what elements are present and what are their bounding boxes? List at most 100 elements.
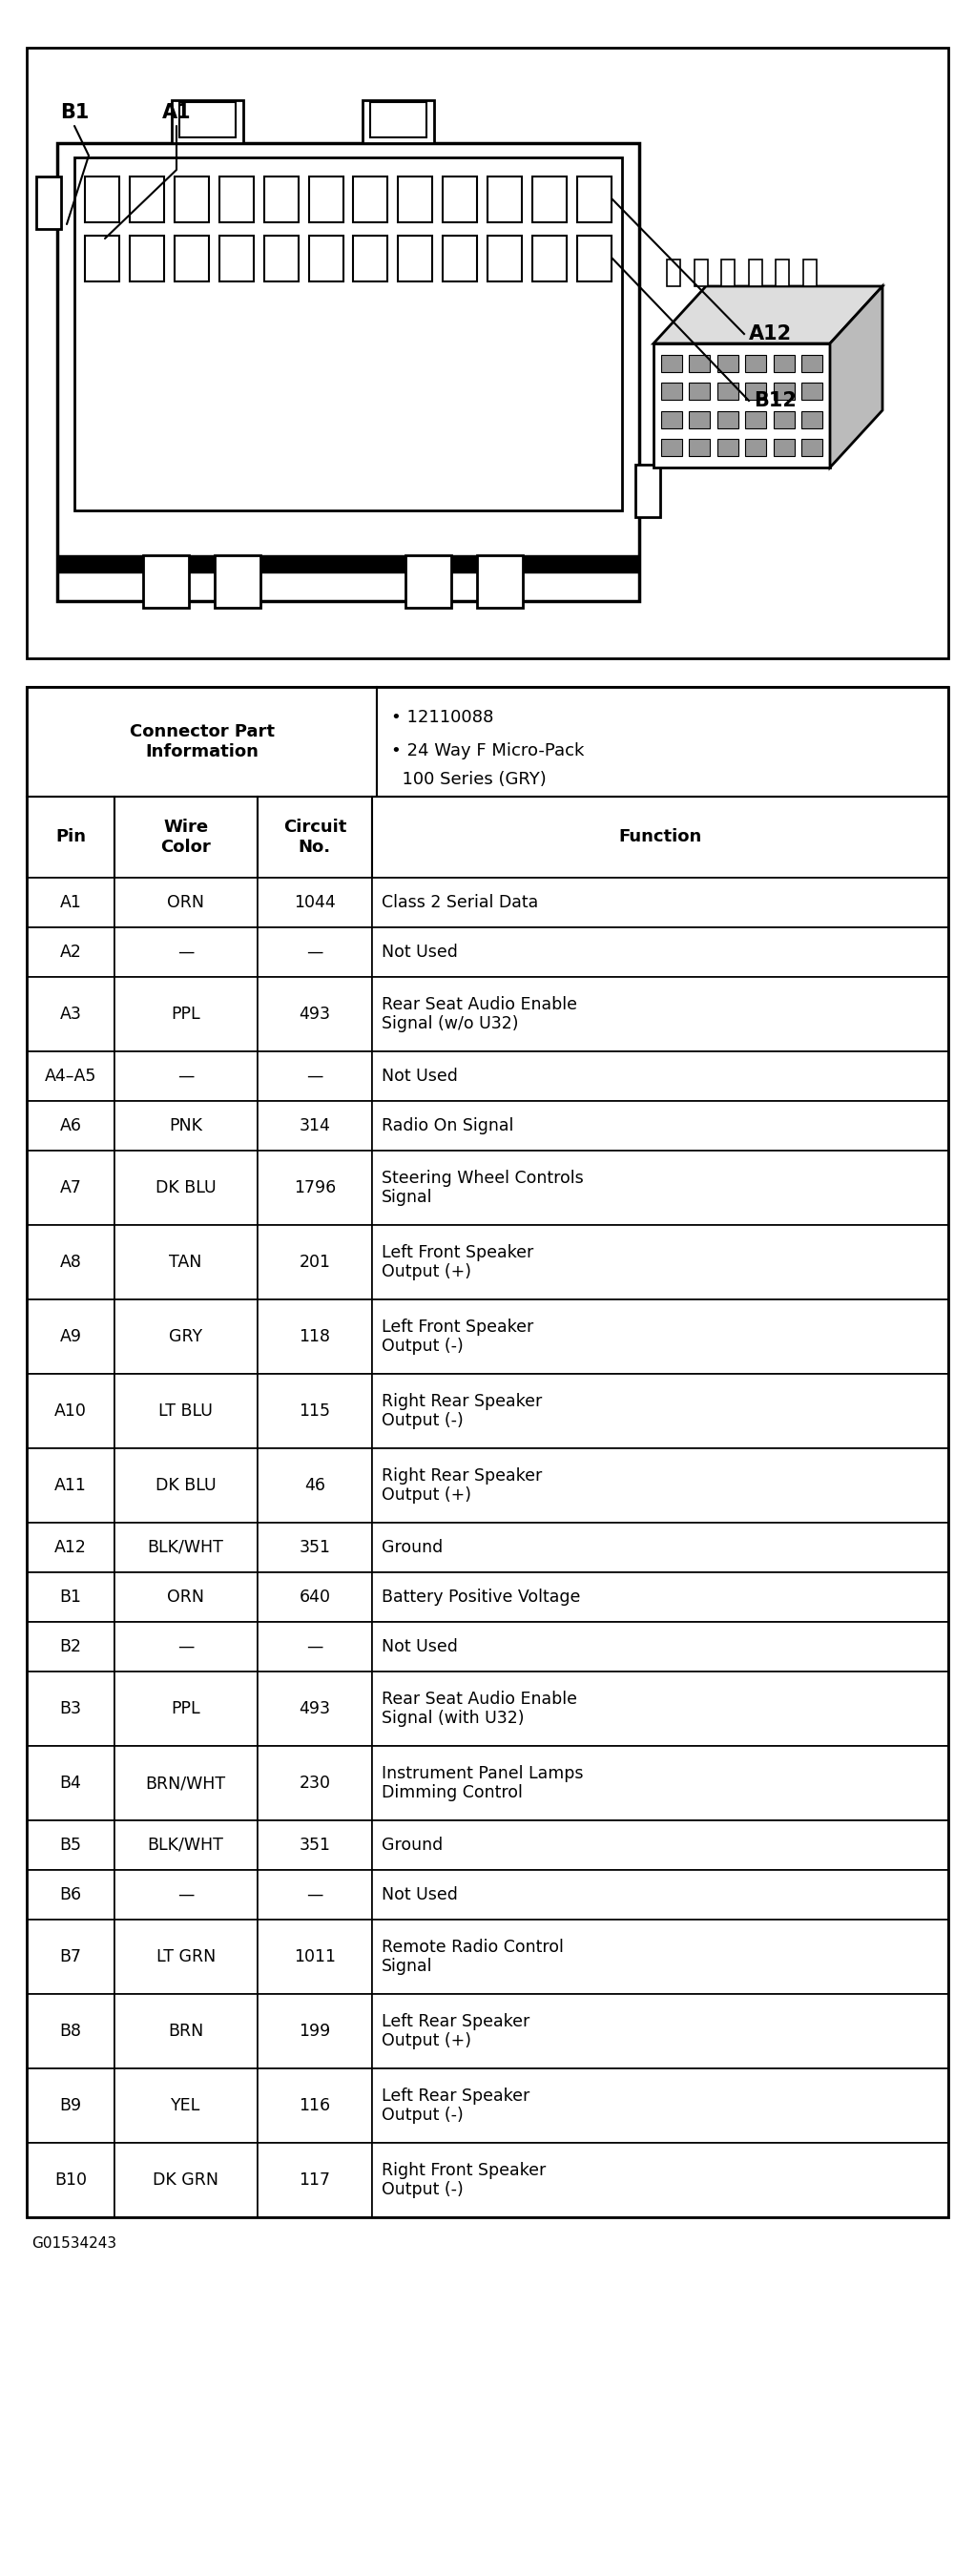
- Bar: [477, 556, 523, 608]
- Bar: [26, 688, 377, 796]
- Bar: [257, 796, 372, 878]
- Text: ORN: ORN: [167, 1589, 205, 1605]
- Bar: [372, 1373, 949, 1448]
- Bar: [257, 927, 372, 976]
- Text: Left Rear Speaker
Output (-): Left Rear Speaker Output (-): [382, 2087, 530, 2125]
- Bar: [143, 556, 189, 608]
- Bar: [257, 1672, 372, 1747]
- Polygon shape: [830, 286, 882, 466]
- Bar: [694, 260, 708, 286]
- Text: A1: A1: [59, 894, 81, 912]
- Bar: [372, 1747, 949, 1821]
- Bar: [257, 1919, 372, 1994]
- Text: B8: B8: [59, 2022, 82, 2040]
- Text: 1796: 1796: [293, 1180, 335, 1195]
- Bar: [114, 1522, 257, 1571]
- Text: B7: B7: [59, 1947, 82, 1965]
- Text: Not Used: Not Used: [382, 1066, 458, 1084]
- Bar: [372, 927, 949, 976]
- Text: Not Used: Not Used: [382, 1638, 458, 1656]
- Bar: [257, 1870, 372, 1919]
- Bar: [661, 384, 682, 399]
- Bar: [257, 1522, 372, 1571]
- Text: A8: A8: [59, 1255, 81, 1270]
- Bar: [26, 1672, 114, 1747]
- Text: PPL: PPL: [171, 1005, 200, 1023]
- Bar: [26, 1821, 114, 1870]
- Text: 118: 118: [299, 1329, 331, 1345]
- Bar: [257, 1571, 372, 1623]
- Text: BLK/WHT: BLK/WHT: [147, 1837, 224, 1855]
- Bar: [745, 355, 766, 371]
- Bar: [26, 927, 114, 976]
- Text: DK BLU: DK BLU: [155, 1180, 216, 1195]
- Bar: [114, 1448, 257, 1522]
- Text: Connector Part
Information: Connector Part Information: [130, 724, 274, 760]
- Bar: [309, 234, 343, 281]
- Bar: [130, 178, 164, 222]
- Text: TAN: TAN: [170, 1255, 202, 1270]
- Bar: [74, 157, 622, 510]
- Bar: [398, 234, 433, 281]
- Bar: [776, 260, 789, 286]
- Polygon shape: [653, 286, 882, 343]
- Text: 640: 640: [299, 1589, 331, 1605]
- Bar: [36, 178, 61, 229]
- Bar: [718, 412, 738, 428]
- Bar: [264, 178, 298, 222]
- Text: —: —: [306, 943, 323, 961]
- Bar: [26, 976, 114, 1051]
- Text: B5: B5: [59, 1837, 82, 1855]
- Bar: [372, 1821, 949, 1870]
- Bar: [114, 1994, 257, 2069]
- Bar: [363, 100, 434, 144]
- Bar: [257, 1448, 372, 1522]
- Text: Pin: Pin: [56, 829, 86, 845]
- Bar: [130, 234, 164, 281]
- Bar: [689, 384, 710, 399]
- Bar: [745, 440, 766, 456]
- Bar: [801, 355, 823, 371]
- Bar: [377, 688, 949, 796]
- Text: 117: 117: [299, 2172, 331, 2190]
- Bar: [722, 260, 735, 286]
- Text: B3: B3: [59, 1700, 82, 1718]
- Text: 115: 115: [299, 1401, 331, 1419]
- Bar: [26, 2143, 114, 2218]
- Bar: [372, 878, 949, 927]
- Bar: [257, 1623, 372, 1672]
- Bar: [773, 384, 795, 399]
- Bar: [488, 234, 522, 281]
- Text: B1: B1: [59, 103, 89, 121]
- Text: 199: 199: [299, 2022, 331, 2040]
- Text: A4–A5: A4–A5: [45, 1066, 97, 1084]
- Text: Rear Seat Audio Enable
Signal (w/o U32): Rear Seat Audio Enable Signal (w/o U32): [382, 997, 577, 1033]
- Text: Right Rear Speaker
Output (+): Right Rear Speaker Output (+): [382, 1466, 542, 1504]
- Text: Steering Wheel Controls
Signal: Steering Wheel Controls Signal: [382, 1170, 584, 1206]
- Bar: [26, 1522, 114, 1571]
- Bar: [26, 2069, 114, 2143]
- Bar: [257, 1821, 372, 1870]
- Bar: [372, 976, 949, 1051]
- Text: —: —: [306, 1638, 323, 1656]
- Bar: [372, 1672, 949, 1747]
- Text: 1011: 1011: [293, 1947, 335, 1965]
- Text: 201: 201: [299, 1255, 331, 1270]
- Bar: [114, 1226, 257, 1298]
- Text: • 24 Way F Micro-Pack: • 24 Way F Micro-Pack: [391, 742, 584, 760]
- Bar: [114, 976, 257, 1051]
- Text: Ground: Ground: [382, 1538, 444, 1556]
- Bar: [802, 260, 816, 286]
- Text: 100 Series (GRY): 100 Series (GRY): [391, 770, 546, 788]
- Bar: [372, 1151, 949, 1226]
- Text: A9: A9: [59, 1329, 82, 1345]
- Bar: [26, 1623, 114, 1672]
- Text: Remote Radio Control
Signal: Remote Radio Control Signal: [382, 1937, 564, 1976]
- Text: PNK: PNK: [169, 1118, 203, 1133]
- Text: LT GRN: LT GRN: [156, 1947, 215, 1965]
- Text: G01534243: G01534243: [31, 2236, 116, 2251]
- Bar: [114, 1373, 257, 1448]
- Text: PPL: PPL: [171, 1700, 200, 1718]
- Text: BRN/WHT: BRN/WHT: [145, 1775, 226, 1793]
- Bar: [114, 1051, 257, 1100]
